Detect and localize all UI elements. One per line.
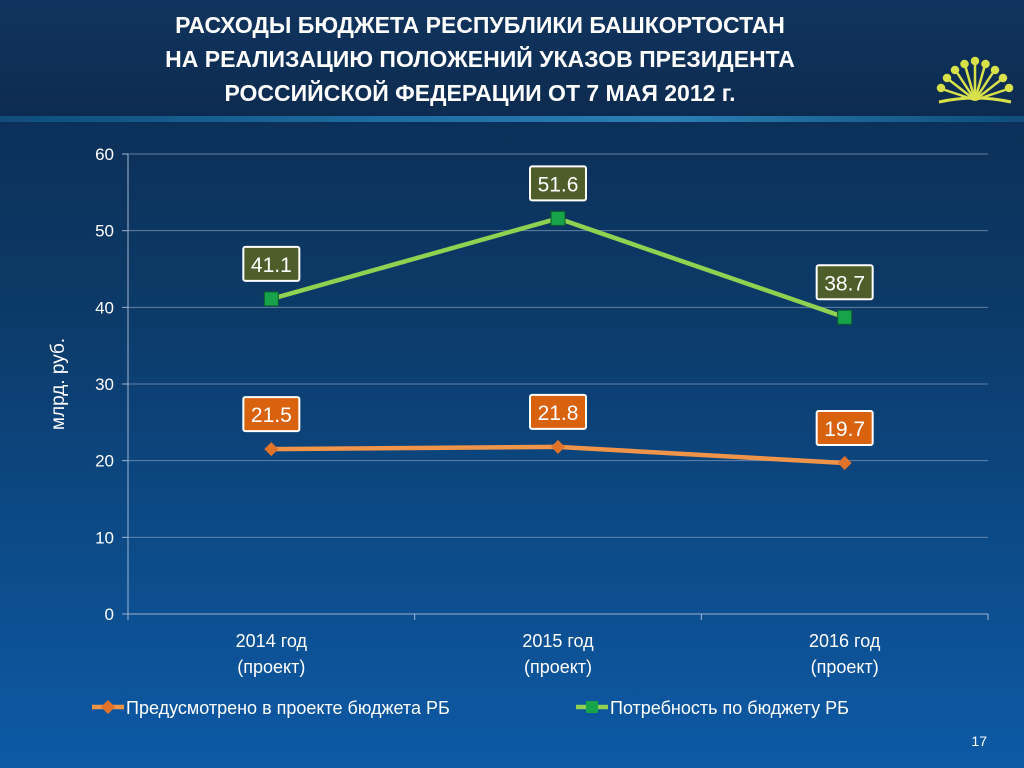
y-axis-label: млрд. руб. xyxy=(48,338,69,430)
slide-title-line-3: РОССИЙСКОЙ ФЕДЕРАЦИИ ОТ 7 МАЯ 2012 г. xyxy=(224,80,736,106)
data-point-marker xyxy=(263,291,279,307)
series-line-2 xyxy=(270,216,846,320)
y-tick-label: 40 xyxy=(95,298,114,317)
slide-title-line-1: РАСХОДЫ БЮДЖЕТА РЕСПУБЛИКИ БАШКОРТОСТАН xyxy=(175,12,785,38)
y-tick-label: 60 xyxy=(95,145,114,164)
data-label-box xyxy=(242,396,301,433)
data-point-marker xyxy=(837,455,852,470)
kurai-flower-icon xyxy=(936,56,1014,104)
data-label: 41.1 xyxy=(251,254,292,277)
x-tick-label: (проект) xyxy=(524,657,592,677)
x-tick-label: 2015 год xyxy=(522,631,594,651)
data-label: 21.5 xyxy=(251,404,292,427)
data-point-marker xyxy=(551,439,565,454)
data-point-marker xyxy=(837,309,853,325)
y-tick-label: 30 xyxy=(95,375,114,394)
x-tick-label: (проект) xyxy=(811,657,879,677)
y-tick-label: 0 xyxy=(105,605,114,624)
x-tick-label: 2014 год xyxy=(236,631,308,651)
y-tick-label: 50 xyxy=(95,222,114,241)
data-label: 21.8 xyxy=(538,402,579,425)
slide-title-line-2: НА РЕАЛИЗАЦИЮ ПОЛОЖЕНИЙ УКАЗОВ ПРЕЗИДЕНТ… xyxy=(165,46,795,72)
data-label: 19.7 xyxy=(824,418,865,441)
page-number: 17 xyxy=(971,733,987,749)
data-point-marker xyxy=(264,442,279,457)
data-label-box xyxy=(242,245,301,282)
title-divider xyxy=(0,116,1024,122)
data-label: 51.6 xyxy=(538,173,579,196)
legend-swatch-marker xyxy=(586,701,598,713)
data-point-marker xyxy=(550,210,566,226)
data-label-box xyxy=(815,264,874,301)
x-tick-label: (проект) xyxy=(237,657,305,677)
data-label-box xyxy=(529,165,587,202)
x-tick-label: 2016 год xyxy=(809,631,881,651)
legend-swatch-marker xyxy=(101,700,115,714)
data-label-box xyxy=(529,393,587,430)
data-label: 38.7 xyxy=(824,272,865,295)
y-tick-label: 20 xyxy=(95,452,114,471)
legend-label-2: Потребность по бюджету РБ xyxy=(610,698,849,718)
title-bar: РАСХОДЫ БЮДЖЕТА РЕСПУБЛИКИ БАШКОРТОСТАН … xyxy=(0,0,1024,118)
slide-title: РАСХОДЫ БЮДЖЕТА РЕСПУБЛИКИ БАШКОРТОСТАН … xyxy=(110,8,850,110)
legend-label-1: Предусмотрено в проекте бюджета РБ xyxy=(126,698,450,718)
y-tick-label: 10 xyxy=(95,528,114,547)
data-label-box xyxy=(815,409,874,446)
